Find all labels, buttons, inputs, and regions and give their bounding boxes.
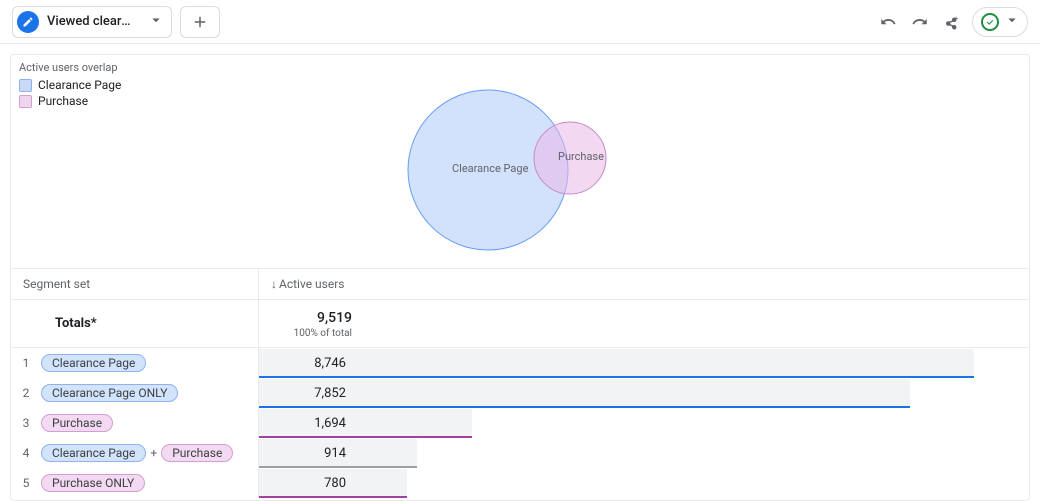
row-bar — [352, 468, 1029, 498]
row-index: 4 — [11, 446, 41, 460]
tab-caret-icon — [147, 11, 165, 33]
bar-fill — [352, 408, 472, 438]
row-index: 3 — [11, 416, 41, 430]
analysis-card: Active users overlap Clearance Page Purch… — [10, 54, 1030, 501]
row-bar — [352, 348, 1029, 378]
sort-desc-icon: ↓ — [271, 277, 277, 291]
edit-icon — [17, 11, 39, 33]
legend-swatch — [19, 95, 32, 108]
status-check-icon — [981, 13, 999, 31]
table-header: Segment set ↓ Active users — [11, 268, 1029, 300]
top-toolbar: Viewed cleara... — [0, 0, 1040, 44]
row-index: 1 — [11, 356, 41, 370]
totals-value-cell: 9,519 100% of total — [259, 300, 352, 347]
row-segments: Clearance Page ONLY — [41, 378, 259, 408]
legend-title: Active users overlap — [19, 61, 1021, 74]
totals-label: Totals* — [11, 300, 259, 347]
redo-button[interactable] — [904, 6, 936, 38]
status-pill[interactable] — [972, 7, 1028, 37]
share-button[interactable] — [936, 6, 968, 38]
data-rows: 1Clearance Page8,7462Clearance Page ONLY… — [11, 348, 1029, 498]
bar-fill — [352, 348, 974, 378]
row-value: 914 — [259, 438, 352, 468]
venn-svg: Clearance Page Purchase — [390, 80, 650, 260]
active-tab-pill[interactable]: Viewed cleara... — [12, 6, 172, 38]
plus-join: + — [150, 446, 157, 460]
totals-value: 9,519 — [317, 310, 352, 326]
row-segments: Purchase ONLY — [41, 468, 259, 498]
undo-button[interactable] — [872, 6, 904, 38]
row-bar — [352, 378, 1029, 408]
row-value: 7,852 — [259, 378, 352, 408]
row-value: 8,746 — [259, 348, 352, 378]
totals-fill — [352, 300, 1029, 347]
bar-fill — [352, 468, 407, 498]
segment-chip[interactable]: Purchase — [41, 414, 113, 432]
row-bar — [352, 408, 1029, 438]
venn-label: Purchase — [558, 150, 604, 163]
segment-chip[interactable]: Clearance Page — [41, 444, 146, 462]
header-active-users-label: Active users — [279, 277, 344, 291]
row-value: 1,694 — [259, 408, 352, 438]
legend-label: Clearance Page — [38, 78, 121, 92]
bar-fill — [352, 438, 417, 468]
segment-chip[interactable]: Clearance Page ONLY — [41, 384, 178, 402]
row-index: 2 — [11, 386, 41, 400]
venn-label: Clearance Page — [452, 162, 529, 175]
segment-chip[interactable]: Purchase — [161, 444, 233, 462]
segment-chip[interactable]: Clearance Page — [41, 354, 146, 372]
table-row[interactable]: 1Clearance Page 8,746 — [11, 348, 1029, 378]
table-row[interactable]: 5Purchase ONLY 780 — [11, 468, 1029, 498]
totals-sub: 100% of total — [294, 328, 352, 339]
row-segments: Purchase — [41, 408, 259, 438]
row-segments: Clearance Page — [41, 348, 259, 378]
venn-diagram: Clearance Page Purchase — [11, 80, 1029, 260]
active-tab-label: Viewed cleara... — [47, 14, 137, 29]
table-row[interactable]: 2Clearance Page ONLY 7,852 — [11, 378, 1029, 408]
bar-fill — [352, 378, 910, 408]
status-caret-icon — [1003, 11, 1021, 33]
header-segment-set: Segment set — [11, 269, 259, 299]
row-value: 780 — [259, 468, 352, 498]
row-segments: Clearance Page + Purchase — [41, 438, 259, 468]
segment-chip[interactable]: Purchase ONLY — [41, 474, 145, 492]
totals-row: Totals* 9,519 100% of total — [11, 300, 1029, 348]
legend-label: Purchase — [38, 94, 88, 108]
row-index: 5 — [11, 476, 41, 490]
legend-swatch — [19, 79, 32, 92]
bar-underline — [259, 496, 407, 498]
table-row[interactable]: 3Purchase 1,694 — [11, 408, 1029, 438]
table-row[interactable]: 4Clearance Page + Purchase 914 — [11, 438, 1029, 468]
add-tab-button[interactable] — [180, 6, 220, 38]
header-active-users[interactable]: ↓ Active users — [259, 269, 1029, 299]
row-bar — [352, 438, 1029, 468]
